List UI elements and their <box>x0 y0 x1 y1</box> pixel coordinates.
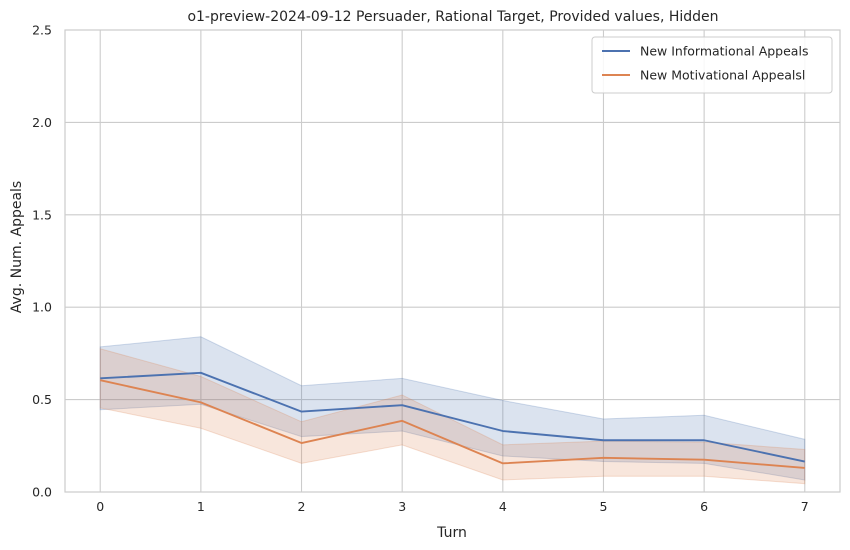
y-tick-label: 1.0 <box>32 300 52 315</box>
x-tick-label: 2 <box>298 499 306 514</box>
plot-frame <box>64 29 841 493</box>
x-tick-label: 0 <box>96 499 104 514</box>
y-tick-label: 1.5 <box>32 207 52 222</box>
x-tick-label: 1 <box>197 499 205 514</box>
confidence-band-0 <box>99 336 806 481</box>
legend: New Informational Appeals New Motivationa… <box>591 36 833 94</box>
y-axis-label: Avg. Num. Appeals <box>9 181 25 313</box>
y-tick-label: 2.0 <box>32 115 52 130</box>
series-lines <box>100 371 805 469</box>
x-tick-labels: 0 1 2 3 4 5 6 7 <box>96 499 808 514</box>
y-tick-label: 0.0 <box>32 485 52 500</box>
x-tick-label: 3 <box>398 499 406 514</box>
y-tick-label: 0.5 <box>32 392 52 407</box>
chart-title: o1-preview-2024-09-12 Persuader, Rationa… <box>187 9 718 25</box>
y-tick-labels: 0.0 0.5 1.0 1.5 2.0 2.5 <box>32 23 52 500</box>
legend-label-0: New Informational Appeals <box>640 44 808 59</box>
x-axis-label: Turn <box>436 525 467 541</box>
confidence-band-1 <box>99 348 806 485</box>
x-tick-label: 6 <box>700 499 708 514</box>
y-tick-label: 2.5 <box>32 23 52 38</box>
series-line-1 <box>100 379 805 469</box>
x-tick-label: 5 <box>599 499 607 514</box>
x-tick-label: 7 <box>801 499 809 514</box>
confidence-bands <box>99 336 806 485</box>
x-tick-label: 4 <box>499 499 507 514</box>
series-line-0 <box>100 371 805 463</box>
legend-label-1: New Motivational Appealsl <box>640 68 805 83</box>
legend-box <box>591 36 833 94</box>
